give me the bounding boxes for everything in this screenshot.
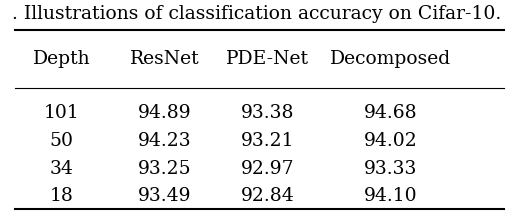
Text: 18: 18 (50, 187, 74, 205)
Text: 94.89: 94.89 (138, 105, 191, 122)
Text: Decomposed: Decomposed (330, 50, 451, 68)
Text: 50: 50 (50, 132, 74, 150)
Text: 101: 101 (44, 105, 80, 122)
Text: 92.97: 92.97 (241, 160, 294, 177)
Text: Depth: Depth (33, 50, 90, 68)
Text: PDE-Net: PDE-Net (226, 50, 309, 68)
Text: 94.02: 94.02 (364, 132, 417, 150)
Text: 93.49: 93.49 (138, 187, 191, 205)
Text: 94.68: 94.68 (364, 105, 417, 122)
Text: 93.38: 93.38 (241, 105, 294, 122)
Text: . Illustrations of classification accuracy on Cifar-10.: . Illustrations of classification accura… (12, 5, 502, 23)
Text: 93.21: 93.21 (241, 132, 294, 150)
Text: ResNet: ResNet (130, 50, 199, 68)
Text: 93.33: 93.33 (364, 160, 417, 177)
Text: 92.84: 92.84 (241, 187, 294, 205)
Text: 94.10: 94.10 (364, 187, 417, 205)
Text: 34: 34 (50, 160, 74, 177)
Text: 93.25: 93.25 (138, 160, 191, 177)
Text: 94.23: 94.23 (138, 132, 191, 150)
